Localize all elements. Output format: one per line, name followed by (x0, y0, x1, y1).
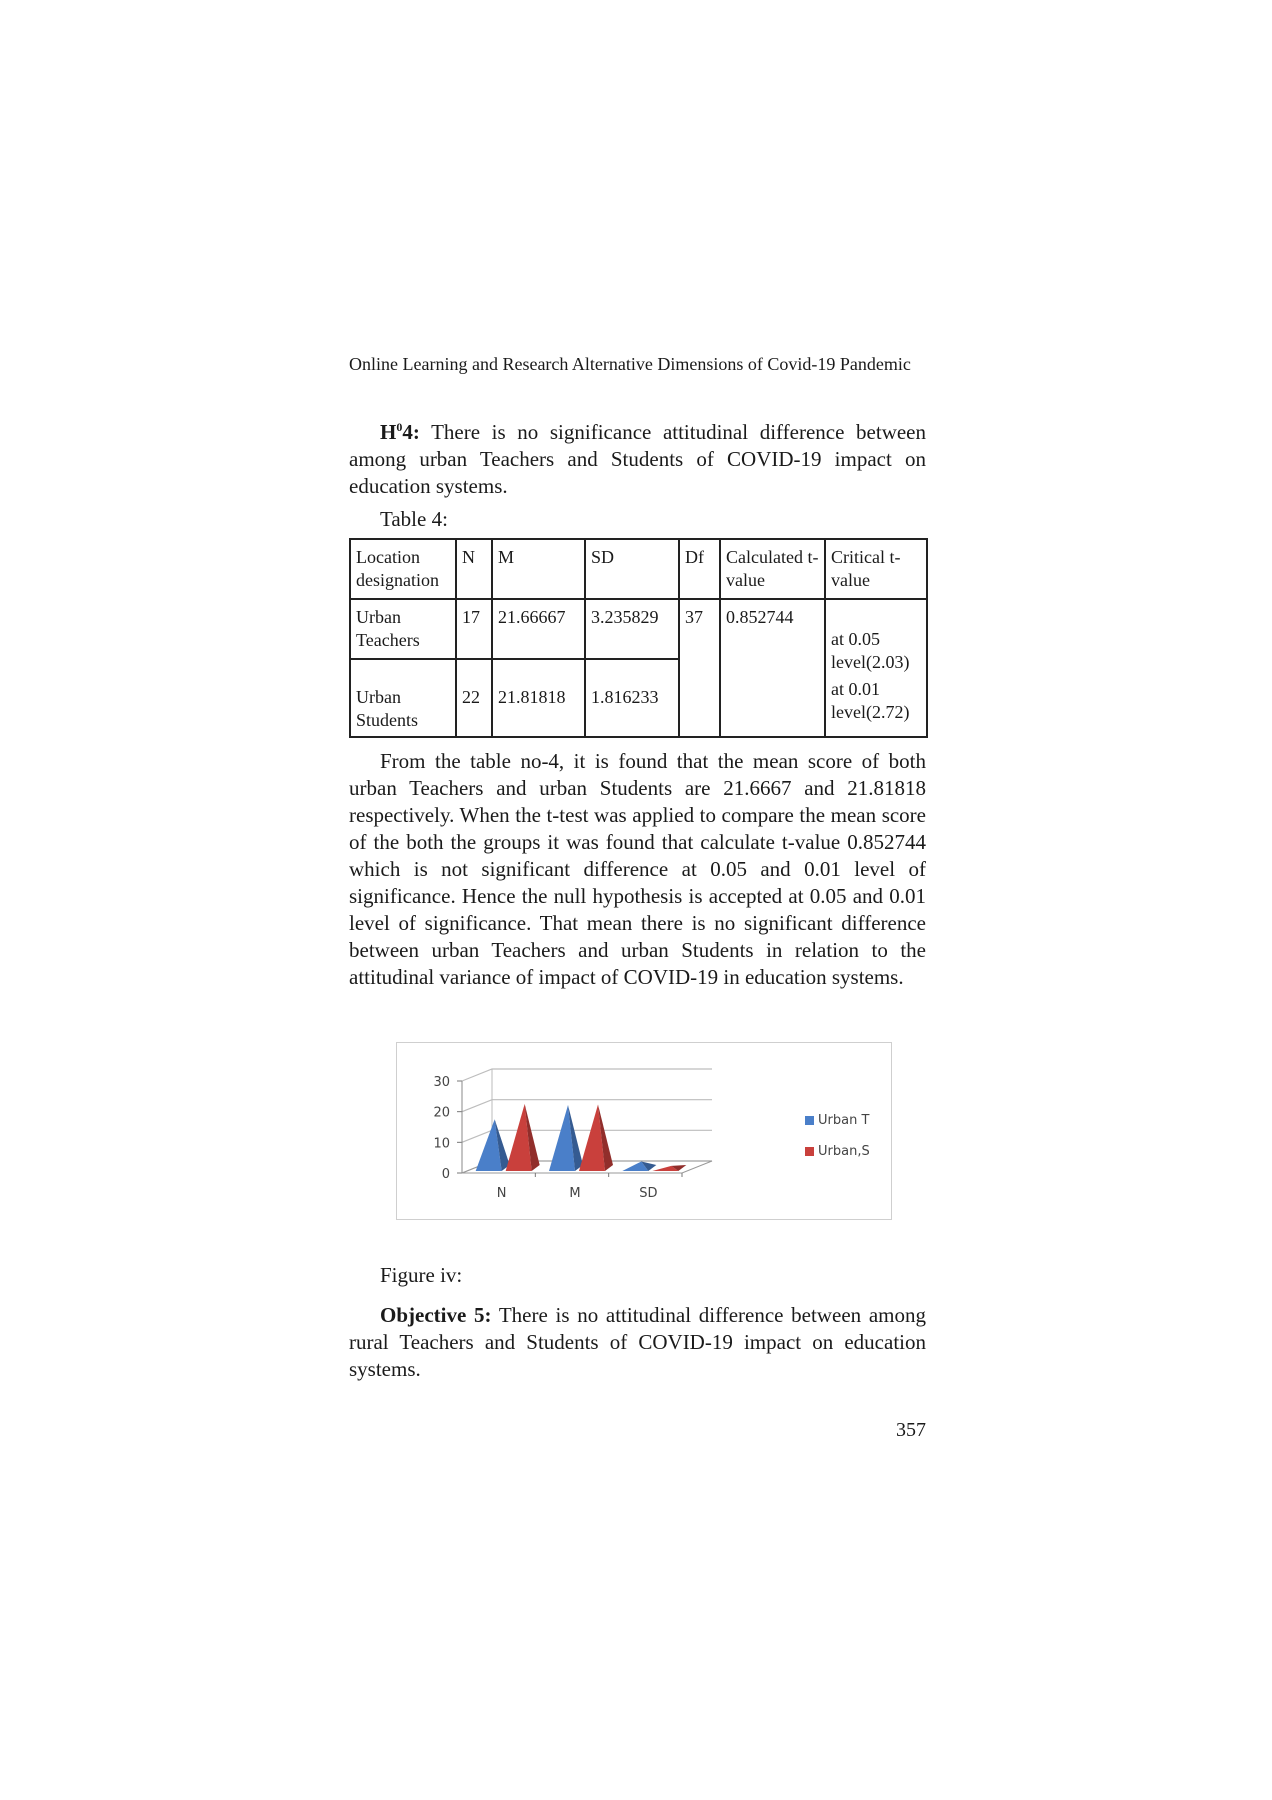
critical-value-005: at 0.05 level(2.03) (831, 629, 910, 672)
row-n: 17 (455, 598, 493, 660)
pyramid-bar-side (568, 1104, 583, 1171)
header-sd: SD (584, 538, 680, 600)
header-m: M (491, 538, 586, 600)
bar-chart: 0 10 20 30 N M SD Urban T Urban,S (396, 1042, 892, 1220)
legend-item-urban-s: Urban,S (805, 1136, 870, 1167)
legend-label: Urban T (818, 1113, 870, 1128)
y-tick-label: 30 (433, 1075, 450, 1090)
row-sd: 1.816233 (584, 658, 680, 738)
x-tick-label: SD (639, 1186, 657, 1201)
legend-swatch (805, 1147, 814, 1156)
critical-value-001: at 0.01 level(2.72) (831, 679, 910, 722)
page-number: 357 (896, 1419, 926, 1441)
table-row: Urban Students 22 21.81818 1.816233 (349, 658, 927, 738)
header-critical-t: Critical t-value (824, 538, 928, 600)
gridline (461, 1068, 712, 1082)
header-n: N (455, 538, 493, 600)
table-caption: Table 4: (380, 507, 448, 531)
figure-caption: Figure iv: (380, 1263, 463, 1287)
pyramid-bar-front (549, 1104, 575, 1171)
header-calculated-t: Calculated t-value (719, 538, 826, 600)
row-m: 21.66667 (491, 598, 586, 660)
critical-t-cell: at 0.05 level(2.03) at 0.01 level(2.72) (824, 598, 928, 738)
pyramid-bar-side (598, 1104, 613, 1171)
legend-label: Urban,S (818, 1144, 870, 1159)
objective-text: There is no attitudinal difference betwe… (349, 1303, 926, 1381)
pyramid-bar-front (579, 1104, 605, 1171)
pyramid-bar-front (622, 1161, 649, 1171)
row-location: Urban Students (349, 658, 457, 738)
gridline (461, 1099, 712, 1113)
calculated-t-cell: 0.852744 (719, 598, 826, 738)
results-table: Location designation N M SD Df Calculate… (349, 538, 928, 738)
hypothesis-text: There is no significance attitudinal dif… (349, 420, 926, 498)
results-paragraph: From the table no-4, it is found that th… (349, 749, 926, 989)
pyramid-bar-side (641, 1161, 657, 1171)
row-n: 22 (455, 658, 493, 738)
legend-swatch (805, 1116, 814, 1125)
pyramid-bar-side (524, 1103, 540, 1171)
pyramid-bar-side (671, 1165, 687, 1171)
chart-svg: 0 10 20 30 N M SD (433, 1068, 713, 1201)
header-location: Location designation (349, 538, 457, 600)
objective-paragraph: Objective 5: There is no attitudinal dif… (349, 1302, 926, 1383)
row-location: Urban Teachers (349, 598, 457, 660)
running-header: Online Learning and Research Alternative… (349, 354, 911, 374)
pyramid-bar-side (494, 1119, 510, 1171)
y-tick-label: 10 (433, 1136, 450, 1151)
hypothesis-label: H04: (380, 420, 420, 444)
legend-item-urban-t: Urban T (805, 1105, 870, 1136)
table-header-row: Location designation N M SD Df Calculate… (349, 538, 928, 600)
pyramid-bar-front (652, 1165, 679, 1171)
chart-legend: Urban T Urban,S (805, 1105, 870, 1167)
pyramid-bar-front (475, 1119, 502, 1171)
pyramid-bar-front (505, 1103, 532, 1171)
hypothesis-paragraph: H04: There is no significance attitudina… (349, 414, 926, 500)
row-m: 21.81818 (491, 658, 586, 738)
table-row: Urban Teachers 17 21.66667 3.235829 37 0… (349, 598, 928, 738)
objective-label: Objective 5: (380, 1303, 492, 1327)
y-tick-label: 0 (442, 1167, 450, 1182)
x-tick-label: N (497, 1186, 507, 1201)
header-df: Df (678, 538, 721, 600)
x-tick-label: M (569, 1186, 580, 1201)
df-cell: 37 (678, 598, 721, 738)
y-tick-label: 20 (433, 1106, 450, 1121)
row-sd: 3.235829 (584, 598, 680, 660)
